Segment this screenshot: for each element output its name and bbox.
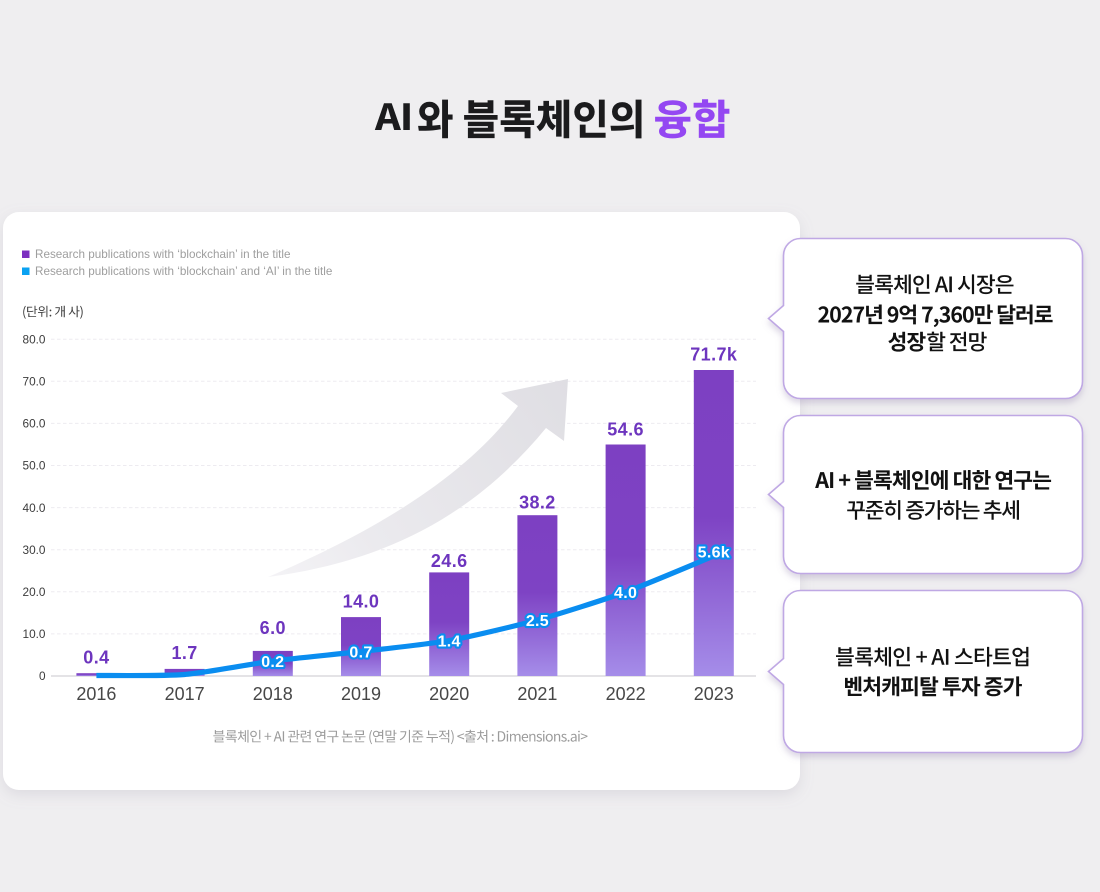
svg-text:2.5: 2.5	[526, 613, 549, 630]
svg-text:1.4: 1.4	[438, 633, 461, 650]
svg-text:80.0: 80.0	[23, 332, 46, 346]
svg-text:2019: 2019	[341, 684, 381, 704]
svg-text:0.4: 0.4	[83, 648, 109, 668]
svg-text:38.2: 38.2	[519, 492, 556, 512]
svg-text:40.0: 40.0	[23, 501, 46, 515]
svg-text:4.0: 4.0	[614, 585, 637, 602]
svg-text:2016: 2016	[76, 684, 116, 704]
svg-text:5.6k: 5.6k	[698, 545, 730, 562]
svg-text:1.7: 1.7	[171, 643, 197, 663]
svg-text:6.0: 6.0	[260, 618, 286, 638]
svg-text:24.6: 24.6	[431, 551, 468, 571]
svg-text:Research publications with ‘bl: Research publications with ‘blockchain’ …	[35, 248, 291, 261]
svg-text:50.0: 50.0	[23, 459, 46, 473]
svg-text:54.6: 54.6	[607, 420, 644, 440]
svg-text:0.7: 0.7	[349, 644, 372, 661]
svg-text:2018: 2018	[253, 684, 293, 704]
svg-text:14.0: 14.0	[343, 591, 380, 611]
svg-text:70.0: 70.0	[23, 375, 46, 389]
svg-text:71.7k: 71.7k	[690, 344, 738, 364]
svg-text:20.0: 20.0	[23, 585, 46, 599]
svg-text:2023: 2023	[694, 684, 734, 704]
svg-text:2021: 2021	[517, 684, 557, 704]
svg-text:10.0: 10.0	[23, 627, 46, 641]
svg-text:2022: 2022	[606, 684, 646, 704]
svg-text:0.2: 0.2	[261, 654, 284, 671]
svg-text:30.0: 30.0	[23, 543, 46, 557]
svg-text:Research publications with ‘bl: Research publications with ‘blockchain’ …	[35, 265, 332, 278]
svg-text:0: 0	[39, 669, 46, 683]
svg-text:60.0: 60.0	[23, 417, 46, 431]
svg-text:2017: 2017	[165, 684, 205, 704]
svg-text:2020: 2020	[429, 684, 469, 704]
